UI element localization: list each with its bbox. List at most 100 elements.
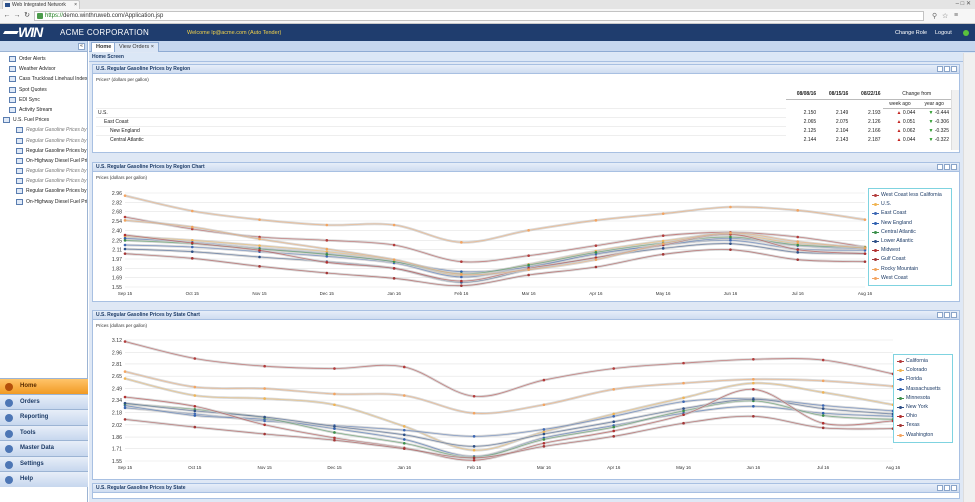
sidebar-item[interactable]: Spot Quotes	[0, 85, 87, 95]
data-point[interactable]	[594, 265, 598, 269]
data-point[interactable]	[661, 253, 665, 256]
data-point[interactable]	[460, 284, 463, 287]
data-point[interactable]	[612, 367, 616, 370]
tab-view-orders[interactable]: View Orders ×	[114, 42, 159, 52]
data-point[interactable]	[729, 205, 732, 209]
legend-item[interactable]: Midwest	[872, 246, 948, 255]
legend-item[interactable]: West Coast	[872, 274, 948, 283]
data-point[interactable]	[325, 247, 329, 251]
data-point[interactable]	[190, 257, 194, 260]
settings-icon[interactable]	[937, 312, 943, 318]
data-point[interactable]	[682, 400, 685, 403]
data-point[interactable]	[263, 423, 266, 427]
data-point[interactable]	[821, 421, 825, 425]
data-point[interactable]	[402, 441, 406, 445]
series-line[interactable]	[124, 249, 866, 287]
data-point[interactable]	[123, 395, 127, 399]
settings-icon[interactable]	[937, 164, 943, 170]
table-row[interactable]: U.S. 2.150 2.149 2.193 ▲ 0.044 ▼ -0.444	[96, 107, 951, 117]
menu-icon[interactable]: ≡	[954, 12, 959, 19]
data-point[interactable]	[123, 215, 127, 219]
legend-item[interactable]: Central Atlantic	[872, 228, 948, 237]
data-point[interactable]	[594, 244, 598, 247]
data-point[interactable]	[325, 239, 329, 242]
data-point[interactable]	[542, 438, 546, 441]
refresh-icon[interactable]	[944, 312, 950, 318]
data-point[interactable]	[682, 396, 685, 400]
data-point[interactable]	[193, 357, 197, 360]
nav-settings[interactable]: Settings	[0, 455, 88, 471]
legend-item[interactable]: Massachusetts	[897, 385, 949, 394]
data-point[interactable]	[682, 421, 685, 425]
collapse-sidebar-icon[interactable]: «	[78, 43, 85, 50]
sidebar-item[interactable]: Regular Gasoline Prices by State	[0, 176, 87, 186]
data-point[interactable]	[472, 458, 476, 462]
data-point[interactable]	[594, 219, 598, 222]
data-point[interactable]	[460, 273, 463, 276]
nav-home[interactable]: Home	[0, 378, 88, 394]
data-point[interactable]	[123, 418, 127, 421]
data-point[interactable]	[682, 381, 685, 385]
data-point[interactable]	[263, 432, 266, 436]
series-line[interactable]	[124, 378, 894, 451]
data-point[interactable]	[752, 357, 755, 361]
legend-item[interactable]: California	[897, 357, 949, 366]
tab-home[interactable]: Home	[91, 42, 117, 52]
back-icon[interactable]: ←	[3, 12, 11, 19]
data-point[interactable]	[729, 235, 732, 239]
data-point[interactable]	[542, 441, 546, 445]
data-point[interactable]	[796, 251, 800, 254]
series-line[interactable]	[124, 415, 894, 459]
sidebar-item[interactable]: On-Highway Diesel Fuel Prices	[0, 197, 87, 207]
data-point[interactable]	[729, 231, 732, 235]
data-point[interactable]	[402, 425, 406, 428]
data-point[interactable]	[263, 364, 266, 368]
data-point[interactable]	[392, 267, 396, 270]
main-scrollbar[interactable]	[963, 53, 975, 502]
data-point[interactable]	[402, 394, 406, 397]
browser-tab[interactable]: Web Integrated Network ×	[2, 0, 80, 9]
data-point[interactable]	[333, 427, 336, 430]
close-tab-icon[interactable]: ×	[74, 2, 77, 8]
data-point[interactable]	[460, 241, 463, 244]
legend-item[interactable]: New York	[897, 403, 949, 412]
data-point[interactable]	[527, 268, 530, 271]
data-point[interactable]	[190, 225, 194, 229]
data-point[interactable]	[527, 229, 530, 232]
data-point[interactable]	[796, 248, 800, 251]
table-scrollbar[interactable]	[951, 90, 959, 150]
series-line[interactable]	[124, 341, 894, 397]
data-point[interactable]	[402, 428, 406, 432]
data-point[interactable]	[190, 241, 194, 245]
data-point[interactable]	[752, 388, 755, 391]
data-point[interactable]	[190, 209, 194, 213]
close-icon[interactable]	[951, 164, 957, 170]
series-line[interactable]	[124, 219, 866, 276]
data-point[interactable]	[258, 249, 261, 252]
data-point[interactable]	[682, 409, 685, 413]
sidebar-item[interactable]: On-Highway Diesel Fuel Prices	[0, 156, 87, 166]
data-point[interactable]	[752, 414, 755, 418]
data-point[interactable]	[612, 414, 616, 418]
data-point[interactable]	[193, 409, 197, 413]
data-point[interactable]	[472, 394, 476, 398]
data-point[interactable]	[258, 255, 261, 259]
data-point[interactable]	[682, 413, 685, 417]
series-line[interactable]	[124, 371, 894, 414]
series-line[interactable]	[124, 243, 866, 283]
data-point[interactable]	[612, 435, 616, 438]
data-point[interactable]	[123, 219, 127, 222]
data-point[interactable]	[333, 403, 336, 407]
data-point[interactable]	[472, 445, 476, 448]
data-point[interactable]	[333, 425, 336, 428]
table-row[interactable]: East Coast 2.065 2.075 2.126 ▲ 0.051 ▼ -0.306	[96, 116, 951, 126]
data-point[interactable]	[325, 253, 329, 256]
series-line[interactable]	[124, 195, 866, 243]
data-point[interactable]	[325, 271, 329, 275]
legend-item[interactable]: U.S.	[872, 200, 948, 209]
series-line[interactable]	[124, 398, 894, 447]
data-point[interactable]	[123, 237, 127, 240]
data-point[interactable]	[542, 378, 546, 382]
data-point[interactable]	[821, 407, 825, 410]
data-point[interactable]	[123, 233, 127, 237]
